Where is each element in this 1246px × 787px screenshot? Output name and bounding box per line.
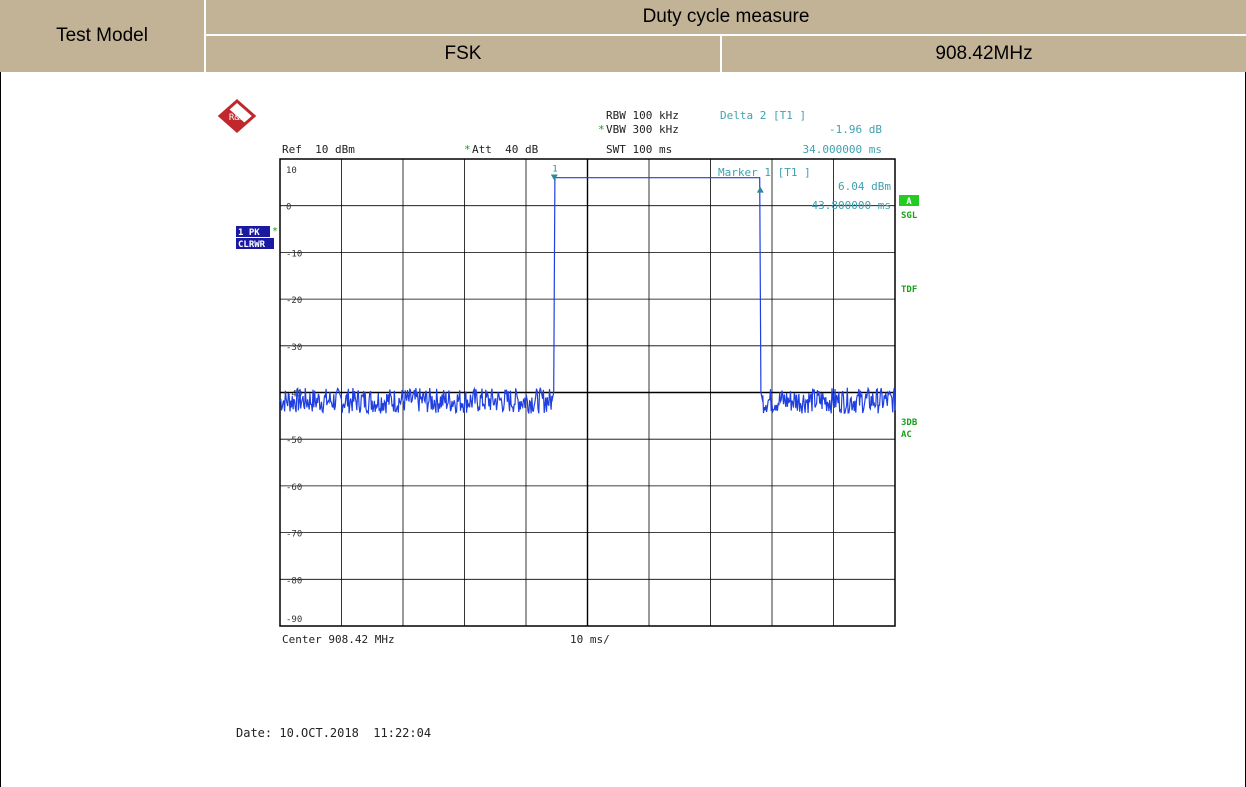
frame-left-border [0, 72, 1, 787]
logo-text: R&S [229, 113, 245, 123]
y-tick-label: -90 [286, 615, 302, 625]
side-sgl: SGL [901, 211, 918, 221]
y-tick-label: -30 [286, 343, 302, 353]
vbw-star: * [598, 123, 605, 136]
rbw-label: RBW 100 kHz [606, 109, 679, 122]
trace-badge-clrwr [236, 238, 274, 249]
y-tick-label: -20 [286, 296, 302, 306]
side-a-badge [899, 195, 919, 206]
ref-level-label: Ref 10 dBm [282, 143, 355, 156]
marker-1-point [550, 174, 558, 181]
side-ac: AC [901, 430, 912, 440]
trace-badge-pk-text: 1 PK [238, 228, 260, 238]
delta-value: -1.96 dB [829, 123, 882, 136]
trace-badge-clrwr-text: CLRWR [238, 240, 266, 250]
vbw-label: VBW 300 kHz [606, 123, 679, 136]
y-tick-label: -40 [286, 390, 302, 400]
marker-1-tag: 1 [552, 164, 557, 174]
y-tick-label: 10 [286, 166, 297, 176]
plot-grid [280, 159, 895, 626]
trace-line [279, 177, 896, 416]
att-label: Att 40 dB [472, 143, 539, 156]
marker-title: Marker 1 [T1 ] [718, 166, 811, 179]
y-tick-label: -10 [286, 249, 302, 259]
div-label: 10 ms/ [570, 633, 610, 646]
trace-badge-star: * [272, 226, 278, 237]
y-tick-label: 0 [286, 203, 291, 213]
marker-value: 6.04 dBm [838, 180, 891, 193]
delta-title: Delta 2 [T1 ] [720, 109, 806, 122]
header-table: Test Model Duty cycle measure FSK 908.42… [0, 0, 1246, 72]
marker-time: 43.800000 ms [812, 199, 891, 212]
y-tick-label: -60 [286, 483, 302, 493]
y-tick-label: -80 [286, 576, 302, 586]
y-tick-label: -50 [286, 436, 302, 446]
rs-logo-icon: R&S [217, 98, 257, 134]
date-label: Date: 10.OCT.2018 11:22:04 [236, 726, 431, 740]
y-tick-labels: 10 0 -10 -20 -30 -40 -50 -60 -70 -80 -90 [286, 166, 302, 625]
test-model-cell: Test Model [0, 0, 204, 72]
measure-title-cell: Duty cycle measure [206, 0, 1246, 34]
center-freq-label: Center 908.42 MHz [282, 633, 395, 646]
side-3db: 3DB [901, 418, 918, 428]
trace-badge-pk [236, 226, 270, 237]
att-star: * [464, 143, 471, 156]
side-a-text: A [906, 197, 912, 207]
marker-2-point [756, 186, 764, 193]
modulation-cell: FSK [206, 36, 720, 72]
side-tdf: TDF [901, 285, 917, 295]
frequency-cell: 908.42MHz [722, 36, 1246, 72]
analyzer-screenshot: R&S Ref 10 dBm * Att 40 dB RBW 100 kHz *… [217, 98, 919, 740]
marker-group: 1 [550, 164, 764, 193]
swt-label: SWT 100 ms [606, 143, 672, 156]
delta-time: 34.000000 ms [803, 143, 882, 156]
y-tick-label: -70 [286, 530, 302, 540]
